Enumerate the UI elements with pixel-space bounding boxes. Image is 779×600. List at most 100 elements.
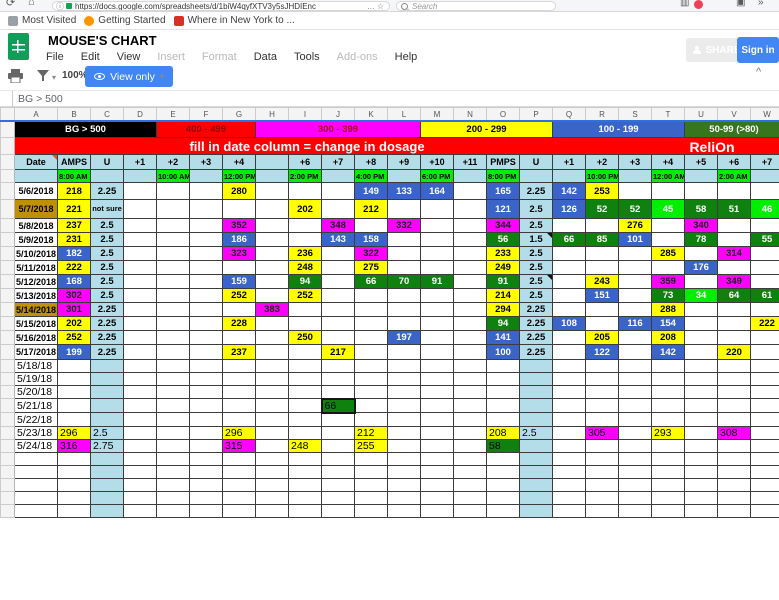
grid-cell[interactable] bbox=[618, 302, 652, 317]
date-cell[interactable]: 5/24/18 bbox=[14, 439, 58, 453]
grid-cell[interactable] bbox=[750, 491, 779, 505]
grid-cell[interactable] bbox=[321, 426, 355, 440]
col-label-+7[interactable]: +7 bbox=[321, 154, 355, 170]
grid-cell[interactable] bbox=[651, 478, 685, 492]
value-cell[interactable]: 58 bbox=[486, 439, 520, 453]
value-cell[interactable] bbox=[90, 385, 124, 399]
col-label-+10[interactable]: +10 bbox=[420, 154, 454, 170]
grid-cell[interactable] bbox=[387, 288, 421, 303]
value-cell[interactable]: 149 bbox=[354, 182, 388, 200]
grid-cell[interactable] bbox=[684, 330, 718, 345]
grid-cell[interactable] bbox=[321, 288, 355, 303]
grid-cell[interactable] bbox=[717, 260, 751, 275]
range-band[interactable]: 400 - 499 bbox=[156, 120, 256, 138]
grid-cell[interactable] bbox=[123, 218, 157, 233]
value-cell[interactable]: 217 bbox=[321, 344, 355, 360]
value-cell[interactable]: 2.5 bbox=[519, 426, 553, 440]
grid-cell[interactable] bbox=[552, 302, 586, 317]
grid-cell[interactable] bbox=[684, 182, 718, 200]
grid-cell[interactable] bbox=[189, 330, 223, 345]
value-cell[interactable]: 212 bbox=[354, 199, 388, 219]
grid-cell[interactable] bbox=[717, 302, 751, 317]
grid-cell[interactable] bbox=[255, 218, 289, 233]
grid-cell[interactable] bbox=[255, 398, 289, 413]
value-cell[interactable]: 122 bbox=[585, 344, 619, 360]
grid-cell[interactable] bbox=[453, 169, 487, 183]
grid-cell[interactable] bbox=[57, 385, 91, 399]
grid-cell[interactable] bbox=[420, 218, 454, 233]
grid-cell[interactable] bbox=[585, 316, 619, 331]
value-cell[interactable]: not sure bbox=[90, 199, 124, 219]
grid-cell[interactable] bbox=[750, 478, 779, 492]
grid-cell[interactable] bbox=[189, 274, 223, 289]
value-cell[interactable]: 2.25 bbox=[90, 330, 124, 345]
grid-cell[interactable] bbox=[156, 316, 190, 331]
date-cell[interactable]: 5/10/2018 bbox=[14, 246, 58, 261]
value-cell[interactable]: 252 bbox=[288, 288, 322, 303]
value-cell[interactable]: 1.5 bbox=[519, 232, 553, 247]
grid-cell[interactable] bbox=[618, 452, 652, 466]
grid-cell[interactable] bbox=[717, 359, 751, 373]
grid-cell[interactable] bbox=[453, 316, 487, 331]
range-band[interactable]: BG > 500 bbox=[14, 120, 157, 138]
value-cell[interactable]: 56 bbox=[486, 232, 520, 247]
grid-cell[interactable] bbox=[552, 260, 586, 275]
grid-cell[interactable] bbox=[651, 439, 685, 453]
grid-cell[interactable] bbox=[651, 385, 685, 399]
value-cell[interactable]: 233 bbox=[486, 246, 520, 261]
range-band[interactable]: 50-99 (>80) bbox=[684, 120, 779, 138]
grid-cell[interactable] bbox=[717, 385, 751, 399]
grid-cell[interactable] bbox=[618, 169, 652, 183]
name-box[interactable] bbox=[0, 91, 13, 107]
grid-cell[interactable] bbox=[651, 232, 685, 247]
grid-cell[interactable] bbox=[123, 478, 157, 492]
grid-cell[interactable] bbox=[321, 504, 355, 518]
value-cell[interactable] bbox=[90, 452, 124, 466]
grid-cell[interactable] bbox=[189, 260, 223, 275]
grid-cell[interactable] bbox=[321, 385, 355, 399]
value-cell[interactable]: 301 bbox=[57, 302, 91, 317]
range-band[interactable]: 300 - 399 bbox=[255, 120, 421, 138]
value-cell[interactable]: 314 bbox=[717, 246, 751, 261]
grid-cell[interactable] bbox=[585, 260, 619, 275]
value-cell[interactable]: 208 bbox=[486, 426, 520, 440]
col-label-blank[interactable] bbox=[255, 154, 289, 170]
grid-cell[interactable] bbox=[387, 426, 421, 440]
grid-cell[interactable] bbox=[453, 246, 487, 261]
column-header-Q[interactable]: Q bbox=[552, 107, 586, 121]
col-label-Date[interactable]: Date bbox=[14, 154, 58, 170]
grid-cell[interactable] bbox=[354, 218, 388, 233]
grid-cell[interactable] bbox=[288, 426, 322, 440]
grid-cell[interactable] bbox=[387, 260, 421, 275]
grid-cell[interactable] bbox=[354, 465, 388, 479]
bookmark-item[interactable]: Getting Started bbox=[84, 15, 166, 26]
grid-cell[interactable] bbox=[651, 491, 685, 505]
grid-cell[interactable] bbox=[189, 246, 223, 261]
grid-cell[interactable] bbox=[123, 199, 157, 219]
value-cell[interactable]: 61 bbox=[750, 288, 779, 303]
grid-cell[interactable] bbox=[618, 465, 652, 479]
grid-cell[interactable] bbox=[321, 330, 355, 345]
grid-cell[interactable] bbox=[123, 288, 157, 303]
grid-cell[interactable] bbox=[453, 372, 487, 386]
grid-cell[interactable] bbox=[387, 199, 421, 219]
grid-cell[interactable] bbox=[486, 478, 520, 492]
filter-caret-icon[interactable]: ▾ bbox=[52, 73, 57, 82]
grid-cell[interactable] bbox=[618, 246, 652, 261]
grid-cell[interactable] bbox=[57, 452, 91, 466]
sidebar-icon[interactable]: ▣ bbox=[736, 0, 746, 8]
value-cell[interactable]: 2.25 bbox=[90, 182, 124, 200]
grid-cell[interactable] bbox=[420, 465, 454, 479]
value-cell[interactable]: 58 bbox=[684, 199, 718, 219]
grid-cell[interactable] bbox=[354, 288, 388, 303]
grid-cell[interactable] bbox=[189, 412, 223, 427]
column-header-H[interactable]: H bbox=[255, 107, 289, 121]
grid-cell[interactable] bbox=[57, 491, 91, 505]
value-cell[interactable]: 34 bbox=[684, 288, 718, 303]
grid-cell[interactable] bbox=[717, 316, 751, 331]
grid-cell[interactable] bbox=[420, 344, 454, 360]
grid-cell[interactable] bbox=[288, 504, 322, 518]
value-cell[interactable]: 250 bbox=[288, 330, 322, 345]
value-cell[interactable]: 202 bbox=[57, 316, 91, 331]
value-cell[interactable]: 151 bbox=[585, 288, 619, 303]
